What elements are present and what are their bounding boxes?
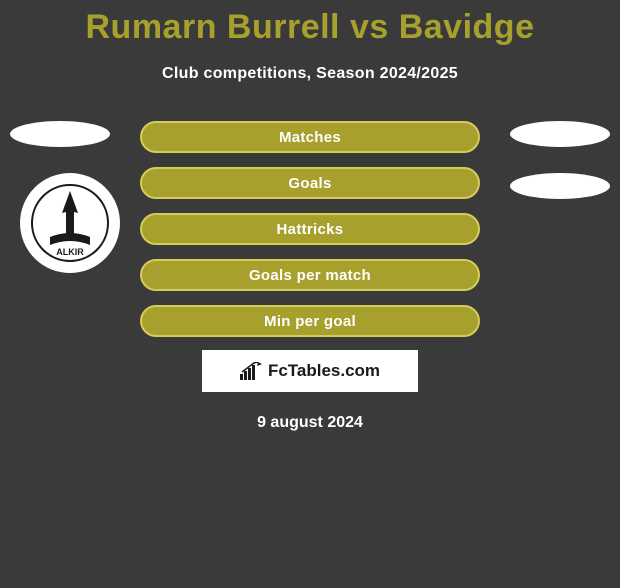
footer-date: 9 august 2024 <box>0 414 620 432</box>
club-logo-left: ALKIR <box>20 173 120 273</box>
player-left-placeholder <box>10 121 110 147</box>
comparison-card: Rumarn Burrell vs Bavidge Club competiti… <box>0 8 620 432</box>
stat-row-hattricks: Hattricks <box>140 213 480 245</box>
chart-icon <box>240 362 262 380</box>
stat-row-goals-per-match: Goals per match <box>140 259 480 291</box>
page-title: Rumarn Burrell vs Bavidge <box>0 8 620 47</box>
svg-text:ALKIR: ALKIR <box>56 247 84 257</box>
subtitle: Club competitions, Season 2024/2025 <box>0 65 620 83</box>
stat-label: Min per goal <box>264 313 356 330</box>
player-right-placeholder-2 <box>510 173 610 199</box>
stats-area: ALKIR Matches Goals Hattricks Goals per … <box>0 121 620 336</box>
stat-label: Goals per match <box>249 267 371 284</box>
stat-bars: Matches Goals Hattricks Goals per match … <box>140 121 480 351</box>
player-right-placeholder-1 <box>510 121 610 147</box>
stat-row-goals: Goals <box>140 167 480 199</box>
falkirk-crest-icon: ALKIR <box>30 183 110 263</box>
brand-label: FcTables.com <box>268 361 380 381</box>
stat-row-min-per-goal: Min per goal <box>140 305 480 337</box>
brand-footer[interactable]: FcTables.com <box>202 350 418 392</box>
stat-label: Matches <box>279 129 341 146</box>
stat-label: Goals <box>288 175 331 192</box>
stat-label: Hattricks <box>277 221 344 238</box>
stat-row-matches: Matches <box>140 121 480 153</box>
